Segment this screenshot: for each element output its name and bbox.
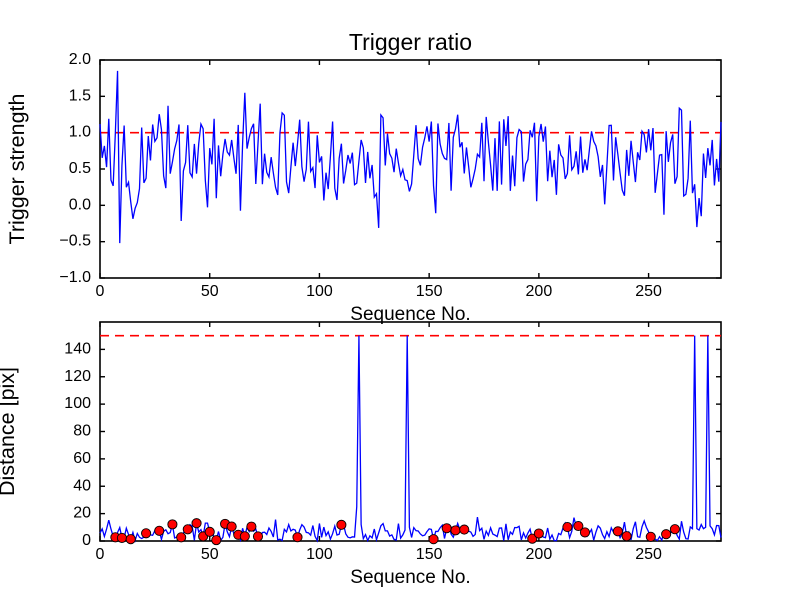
svg-text:250: 250 xyxy=(635,283,662,300)
svg-text:1.0: 1.0 xyxy=(69,124,91,141)
svg-text:50: 50 xyxy=(201,546,219,563)
svg-text:1.5: 1.5 xyxy=(69,87,91,104)
svg-text:Sequence No.: Sequence No. xyxy=(350,567,470,588)
svg-text:40: 40 xyxy=(73,477,91,494)
svg-text:60: 60 xyxy=(73,450,91,467)
svg-text:2.0: 2.0 xyxy=(69,51,91,68)
svg-text:150: 150 xyxy=(416,283,443,300)
svg-text:−0.5: −0.5 xyxy=(59,233,91,250)
svg-text:100: 100 xyxy=(306,546,333,563)
svg-text:50: 50 xyxy=(201,283,219,300)
svg-text:0.5: 0.5 xyxy=(69,160,91,177)
svg-text:Distance [pix]: Distance [pix] xyxy=(0,367,19,496)
svg-text:150: 150 xyxy=(416,546,443,563)
svg-text:0.0: 0.0 xyxy=(69,196,91,213)
svg-text:250: 250 xyxy=(635,546,662,563)
svg-text:80: 80 xyxy=(73,423,91,440)
svg-text:0: 0 xyxy=(82,532,91,549)
svg-text:20: 20 xyxy=(73,505,91,522)
svg-text:0: 0 xyxy=(96,283,105,300)
svg-text:100: 100 xyxy=(64,395,91,412)
svg-text:120: 120 xyxy=(64,368,91,385)
svg-text:Trigger ratio: Trigger ratio xyxy=(349,29,472,55)
svg-text:0: 0 xyxy=(96,546,105,563)
svg-text:100: 100 xyxy=(306,283,333,300)
svg-text:140: 140 xyxy=(64,340,91,357)
svg-text:200: 200 xyxy=(526,283,553,300)
svg-text:200: 200 xyxy=(526,546,553,563)
svg-text:−1.0: −1.0 xyxy=(59,269,91,286)
svg-text:Trigger strength: Trigger strength xyxy=(5,94,29,245)
